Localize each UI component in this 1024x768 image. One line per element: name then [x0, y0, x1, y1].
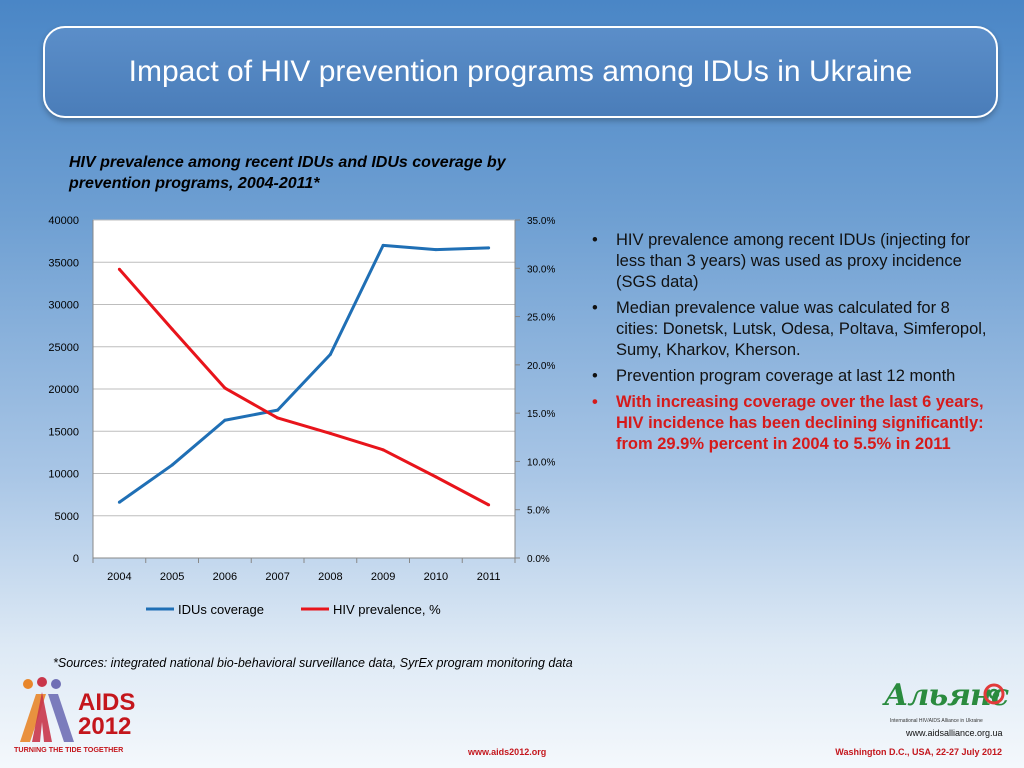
- bullet-item: Prevention program coverage at last 12 m…: [590, 366, 990, 387]
- x-tick-label: 2010: [424, 571, 448, 583]
- bullet-item: HIV prevalence among recent IDUs (inject…: [590, 230, 990, 293]
- y-left-tick-label: 25000: [48, 342, 79, 354]
- bullet-item-highlight: With increasing coverage over the last 6…: [590, 392, 990, 455]
- aids-logo-line2: 2012: [78, 713, 131, 740]
- data-point: [276, 416, 280, 420]
- x-tick-label: 2004: [107, 571, 131, 583]
- data-point: [487, 503, 491, 507]
- data-point: [381, 243, 385, 247]
- x-tick-label: 2007: [265, 571, 289, 583]
- y-right-tick-label: 35.0%: [527, 216, 555, 227]
- y-right-tick-label: 30.0%: [527, 264, 555, 275]
- data-point: [434, 475, 438, 479]
- ribbon-head-icon: [37, 677, 47, 687]
- x-tick-label: 2011: [477, 571, 501, 583]
- y-right-tick-label: 0.0%: [527, 554, 550, 565]
- bullet-item: Median prevalence value was calculated f…: [590, 298, 990, 361]
- alliance-subtitle: International HIV/AIDS Alliance in Ukrai…: [890, 718, 983, 724]
- y-left-tick-label: 35000: [48, 257, 79, 269]
- data-point: [328, 431, 332, 435]
- legend-label: IDUs coverage: [178, 602, 264, 617]
- data-point: [223, 386, 227, 390]
- y-left-tick-label: 15000: [48, 426, 79, 438]
- series-line: [118, 243, 489, 504]
- legend-label: HIV prevalence, %: [333, 602, 441, 617]
- aids2012-link[interactable]: www.aids2012.org: [468, 747, 547, 757]
- y-left-tick-label: 10000: [48, 469, 79, 481]
- data-point: [170, 327, 174, 331]
- aids-logo-tagline: TURNING THE TIDE TOGETHER: [14, 745, 124, 754]
- y-right-tick-label: 15.0%: [527, 409, 555, 420]
- y-left-tick-label: 20000: [48, 384, 79, 396]
- y-right-tick-label: 10.0%: [527, 457, 555, 468]
- data-point: [381, 448, 385, 452]
- aids-logo-line1: AIDS: [78, 689, 135, 716]
- alliance-url[interactable]: www.aidsalliance.org.ua: [906, 728, 1003, 738]
- data-point: [117, 267, 121, 271]
- series-line: [118, 268, 490, 507]
- y-right-tick-label: 25.0%: [527, 313, 555, 324]
- ribbon-head-icon: [23, 679, 33, 689]
- alliance-name: Альянс: [884, 678, 1009, 713]
- data-point: [328, 352, 332, 356]
- slide-title: Impact of HIV prevention programs among …: [128, 55, 913, 88]
- data-point: [434, 248, 438, 252]
- data-point: [223, 418, 227, 422]
- x-tick-label: 2009: [371, 571, 395, 583]
- bullet-list: HIV prevalence among recent IDUs (inject…: [590, 230, 990, 460]
- aids-2012-logo: AIDS 2012 TURNING THE TIDE TOGETHER: [14, 677, 135, 754]
- data-point: [170, 463, 174, 467]
- swirl-icon: [983, 683, 1005, 705]
- x-tick-label: 2005: [160, 571, 184, 583]
- data-point: [117, 500, 121, 504]
- y-left-tick-label: 0: [73, 553, 79, 565]
- y-left-tick-label: 40000: [48, 215, 79, 227]
- x-tick-label: 2008: [318, 571, 342, 583]
- ribbon-icon: [32, 692, 52, 742]
- alliance-logo: Альянс International HIV/AIDS Alliance i…: [884, 678, 1010, 744]
- chart-title: HIV prevalence among recent IDUs and IDU…: [69, 154, 506, 192]
- y-right-tick-label: 5.0%: [527, 506, 550, 517]
- y-right-tick-label: 20.0%: [527, 361, 555, 372]
- data-point: [276, 408, 280, 412]
- sources-note: *Sources: integrated national bio-behavi…: [53, 656, 573, 670]
- y-left-tick-label: 5000: [55, 511, 79, 523]
- event-info: Washington D.C., USA, 22-27 July 2012: [835, 747, 1002, 757]
- ribbon-icon: [48, 694, 74, 742]
- ribbon-head-icon: [51, 679, 61, 689]
- data-point: [487, 246, 491, 250]
- y-left-tick-label: 30000: [48, 300, 79, 312]
- title-banner: Impact of HIV prevention programs among …: [43, 26, 998, 118]
- x-tick-label: 2006: [213, 571, 237, 583]
